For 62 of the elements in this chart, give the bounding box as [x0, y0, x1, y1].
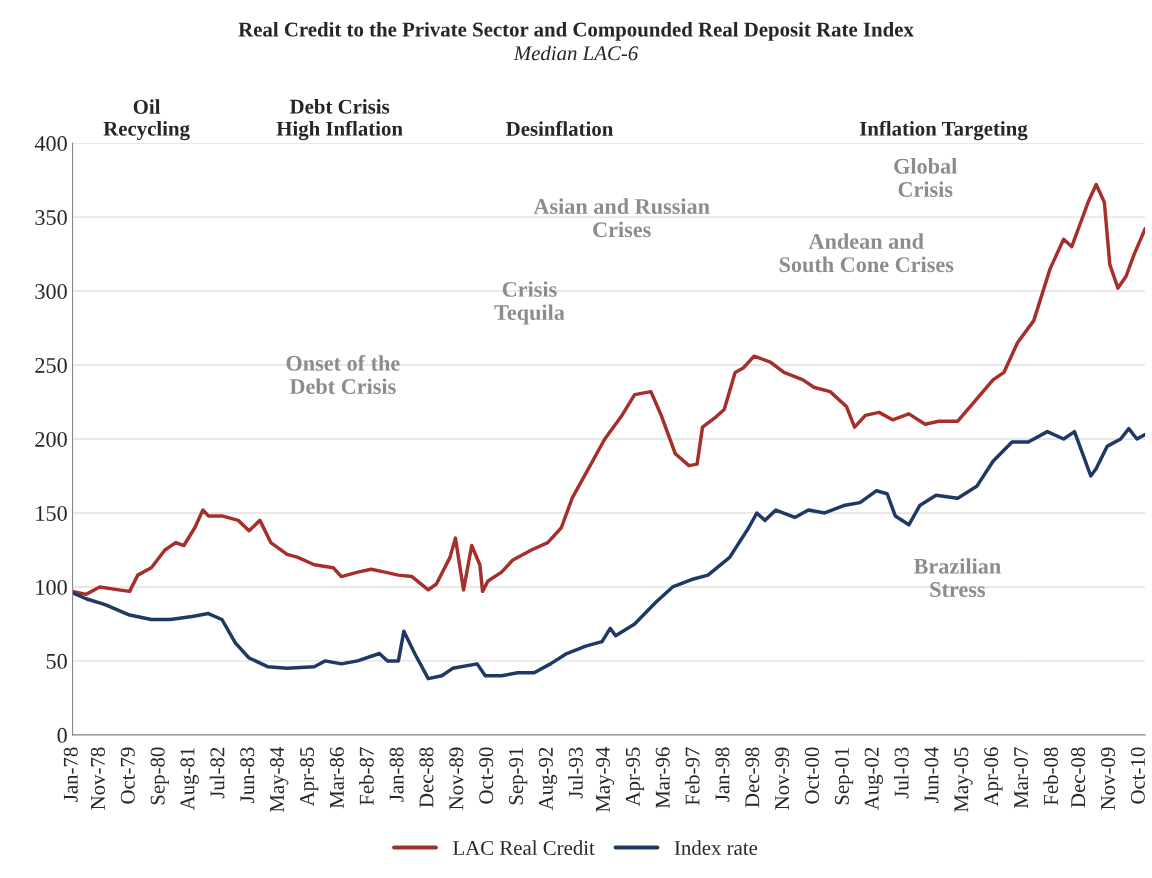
text: Desinflation — [506, 121, 614, 136]
x-tick-label: May-84 — [270, 747, 289, 813]
y-tick-label: 150 — [36, 505, 67, 521]
x-tick-label: Sep-80 — [150, 747, 169, 805]
y-tick-label: 0 — [57, 727, 67, 743]
x-tick-label: Jul-93 — [568, 747, 583, 799]
annotation: Brazilian Stress — [913, 558, 1001, 598]
chart-title: Real Credit to the Private Sector and Compounded Real Deposit Rate Index — [238, 21, 914, 41]
x-tick-label: Dec-88 — [419, 747, 434, 808]
x-tick-label: May-05 — [954, 747, 973, 813]
x-tick-label: Nov-99 — [775, 747, 790, 810]
x-tick-label: Dec-98 — [745, 747, 760, 808]
text: Inflation Targeting — [859, 120, 1028, 141]
y-tick-label: 200 — [35, 431, 67, 447]
x-tick-label: Jul-03 — [893, 747, 909, 799]
x-tick-label: Mar-07 — [1014, 747, 1029, 809]
x-tick-label: Oct-00 — [804, 747, 820, 804]
y-tick-label: 400 — [34, 136, 67, 152]
line-series — [72, 182, 1146, 597]
x-tick-label: Feb-97 — [684, 747, 700, 806]
x-tick-label: Dec-08 — [1071, 747, 1086, 808]
x-tick-label: Feb-08 — [1043, 747, 1058, 806]
x-tick-label: Jun-04 — [924, 747, 939, 803]
text: Debt Crisis High Inflation — [276, 99, 403, 141]
x-tick-label: Jan-98 — [715, 747, 730, 802]
x-tick-label: Jul-82 — [209, 747, 225, 799]
x-tick-label: Sep-01 — [834, 747, 854, 805]
x-tick-label: Nov-78 — [90, 747, 105, 810]
x-tick-label: Jan-88 — [389, 747, 404, 802]
x-tick-label: Sep-91 — [509, 747, 528, 805]
x-tick-label: Nov-09 — [1100, 747, 1116, 810]
x-tick-label: Oct-90 — [479, 747, 494, 804]
x-tick-label: Mar-96 — [655, 747, 670, 809]
y-tick-label: 250 — [35, 357, 67, 373]
x-tick-label: Jan-78 — [63, 747, 78, 802]
line-series — [72, 426, 1146, 681]
y-tick-label: 100 — [36, 579, 67, 595]
annotation: Crisis Tequila — [494, 281, 565, 325]
x-tick-label: Apr-95 — [625, 747, 645, 807]
x-tick-label: Mar-86 — [329, 747, 344, 809]
x-tick-label: May-94 — [595, 747, 615, 813]
annotation: Andean and South Cone Crises — [779, 233, 954, 273]
y-tick-label: 350 — [35, 210, 67, 226]
legend-label: LAC Real Credit — [453, 840, 595, 856]
x-tick-label: Aug-02 — [864, 747, 884, 811]
annotation: Onset of the Debt Crisis — [286, 354, 400, 395]
x-tick-label: Aug-92 — [538, 747, 558, 811]
chart-subtitle: Median LAC-6 — [513, 45, 639, 61]
x-tick-label: Aug-81 — [180, 747, 199, 811]
text: Oil Recycling — [103, 99, 190, 141]
x-tick-label: Jun-83 — [240, 747, 255, 803]
x-tick-label: Oct-79 — [120, 747, 135, 804]
x-tick-label: Apr-85 — [299, 747, 319, 807]
y-tick-label: 50 — [46, 653, 67, 669]
x-tick-label: Nov-89 — [449, 747, 464, 810]
x-tick-label: Oct-10 — [1130, 747, 1145, 804]
x-tick-label: Feb-87 — [359, 747, 374, 806]
x-tick-label: Apr-06 — [984, 747, 1003, 807]
annotation: Asian and Russian Crises — [533, 198, 710, 238]
y-tick-label: 300 — [35, 283, 67, 299]
legend-label: Index rate — [674, 840, 758, 856]
annotation: Global Crisis — [894, 158, 957, 197]
